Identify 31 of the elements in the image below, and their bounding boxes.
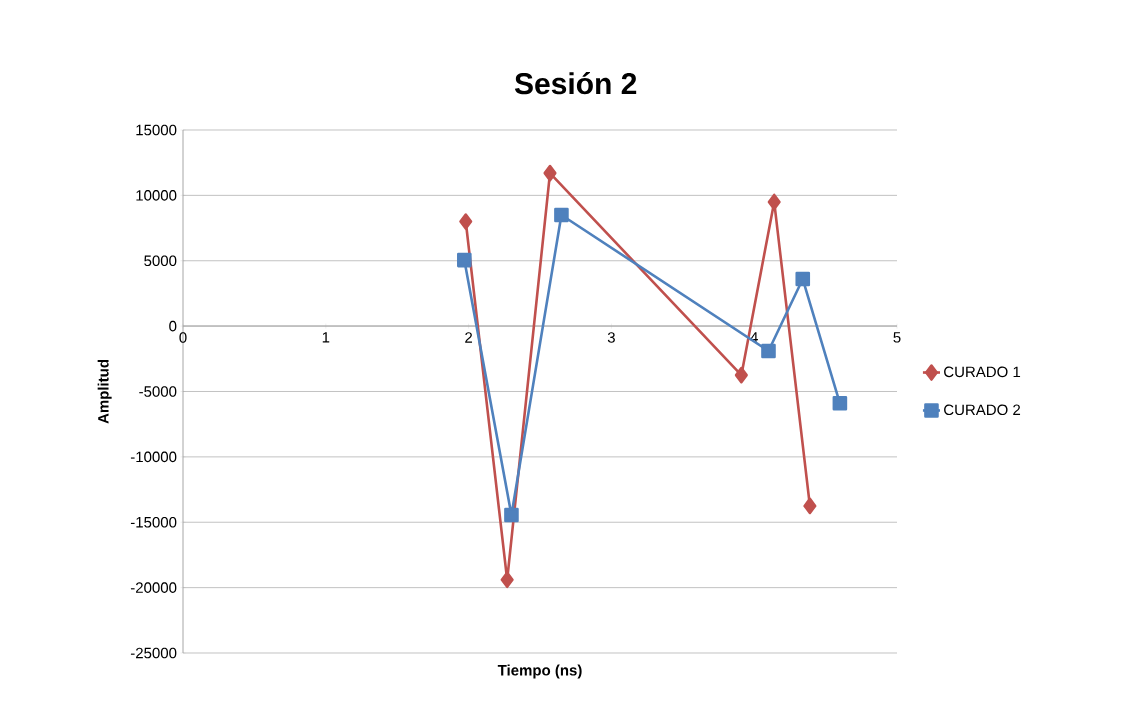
legend-label: CURADO 2 <box>944 404 1021 416</box>
x-tick-label: 0 <box>179 332 187 343</box>
point <box>457 252 472 268</box>
x-tick-label: 5 <box>893 332 901 343</box>
point <box>761 343 776 359</box>
point <box>795 271 811 287</box>
y-tick-label: -15000 <box>130 516 177 528</box>
point <box>554 207 569 223</box>
point <box>459 213 473 230</box>
x-tick-label: 3 <box>607 332 615 343</box>
y-tick-label: 0 <box>169 320 177 332</box>
y-tick-label: 15000 <box>136 124 177 136</box>
y-tick-label: 5000 <box>144 255 177 267</box>
y-tick-label: -20000 <box>130 582 177 593</box>
point <box>803 497 817 515</box>
x-tick-label: 1 <box>322 332 330 343</box>
y-tick-label: -5000 <box>139 386 177 397</box>
legend-label: CURADO 1 <box>944 366 1021 378</box>
y-tick-label: -25000 <box>130 647 177 659</box>
point <box>500 571 514 589</box>
point <box>543 164 557 182</box>
x-tick-label: 2 <box>465 332 473 343</box>
point <box>734 366 748 384</box>
point <box>504 507 519 523</box>
point <box>832 395 848 411</box>
x-axis-title: Tiempo (ns) <box>497 664 582 679</box>
chart-title: Sesión 2 <box>514 72 637 95</box>
y-tick-label: -10000 <box>130 451 177 463</box>
y-axis-title: Amplitud <box>97 359 112 424</box>
y-tick-label: 10000 <box>136 190 177 201</box>
point <box>767 193 781 211</box>
